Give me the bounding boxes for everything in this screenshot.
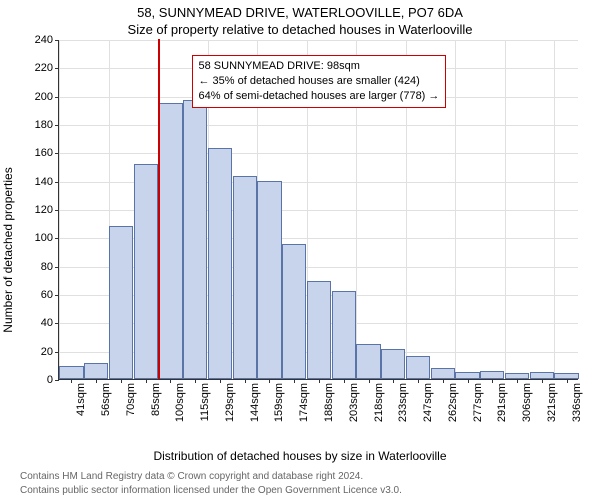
gridline-h — [59, 153, 578, 154]
xtick-mark — [195, 379, 196, 383]
histogram-bar — [480, 371, 504, 380]
ytick-label: 160 — [35, 147, 53, 159]
histogram-bar — [183, 100, 207, 379]
xtick-label: 159sqm — [273, 383, 285, 422]
ytick-label: 40 — [41, 317, 53, 329]
ytick-mark — [55, 380, 59, 381]
xtick-mark — [393, 379, 394, 383]
gridline-h — [59, 125, 578, 126]
xtick-mark — [542, 379, 543, 383]
ytick-label: 200 — [35, 91, 53, 103]
xtick-mark — [369, 379, 370, 383]
histogram-bar — [59, 366, 83, 379]
chart-title-line2: Size of property relative to detached ho… — [0, 22, 600, 37]
chart-title-line1: 58, SUNNYMEAD DRIVE, WATERLOOVILLE, PO7 … — [0, 5, 600, 20]
xtick-label: 85sqm — [150, 383, 162, 416]
histogram-bar — [455, 372, 479, 379]
xtick-label: 100sqm — [174, 383, 186, 422]
histogram-bar — [381, 349, 405, 379]
annotation-line2: ← 35% of detached houses are smaller (42… — [199, 74, 440, 89]
histogram-bar — [406, 356, 430, 379]
xtick-mark — [443, 379, 444, 383]
xtick-label: 336sqm — [571, 383, 583, 422]
ytick-label: 20 — [41, 346, 53, 358]
xtick-label: 233sqm — [397, 383, 409, 422]
xtick-label: 203sqm — [348, 383, 360, 422]
xtick-mark — [96, 379, 97, 383]
xtick-label: 218sqm — [373, 383, 385, 422]
xtick-label: 56sqm — [100, 383, 112, 416]
xtick-mark — [567, 379, 568, 383]
xtick-label: 70sqm — [125, 383, 137, 416]
histogram-bar — [158, 103, 182, 379]
histogram-bar — [307, 281, 331, 379]
ytick-label: 120 — [35, 204, 53, 216]
property-marker-line — [158, 39, 160, 379]
xtick-mark — [418, 379, 419, 383]
x-axis-label: Distribution of detached houses by size … — [0, 449, 600, 463]
xtick-mark — [294, 379, 295, 383]
gridline-v — [505, 40, 506, 379]
ytick-label: 100 — [35, 232, 53, 244]
xtick-label: 321sqm — [546, 383, 558, 422]
plot-area: 02040608010012014016018020022024041sqm56… — [58, 40, 578, 380]
histogram-bar — [257, 181, 281, 379]
ytick-label: 140 — [35, 176, 53, 188]
xtick-label: 188sqm — [323, 383, 335, 422]
xtick-mark — [245, 379, 246, 383]
gridline-h — [59, 40, 578, 41]
footer-line2: Contains public sector information licen… — [20, 484, 595, 498]
xtick-label: 144sqm — [249, 383, 261, 422]
xtick-mark — [269, 379, 270, 383]
xtick-label: 115sqm — [199, 383, 211, 421]
xtick-label: 262sqm — [447, 383, 459, 422]
xtick-label: 129sqm — [224, 383, 236, 422]
xtick-mark — [517, 379, 518, 383]
histogram-bar — [84, 363, 108, 379]
footer-line1: Contains HM Land Registry data © Crown c… — [20, 470, 595, 484]
xtick-mark — [220, 379, 221, 383]
xtick-mark — [146, 379, 147, 383]
xtick-label: 306sqm — [521, 383, 533, 422]
gridline-v — [59, 40, 60, 379]
xtick-mark — [492, 379, 493, 383]
xtick-mark — [468, 379, 469, 383]
histogram-bar — [431, 368, 455, 379]
histogram-bar — [282, 244, 306, 379]
ytick-label: 240 — [35, 34, 53, 46]
histogram-bar — [109, 226, 133, 379]
xtick-label: 41sqm — [75, 383, 87, 416]
xtick-label: 247sqm — [422, 383, 434, 422]
xtick-mark — [121, 379, 122, 383]
histogram-chart: 58, SUNNYMEAD DRIVE, WATERLOOVILLE, PO7 … — [0, 0, 600, 500]
xtick-mark — [170, 379, 171, 383]
histogram-bar — [332, 291, 356, 379]
ytick-label: 220 — [35, 62, 53, 74]
histogram-bar — [233, 176, 257, 379]
gridline-v — [554, 40, 555, 379]
ytick-label: 180 — [35, 119, 53, 131]
annotation-line3: 64% of semi-detached houses are larger (… — [199, 89, 440, 104]
ytick-label: 60 — [41, 289, 53, 301]
histogram-bar — [530, 372, 554, 379]
annotation-line1: 58 SUNNYMEAD DRIVE: 98sqm — [199, 59, 440, 74]
ytick-label: 0 — [47, 374, 53, 386]
xtick-mark — [344, 379, 345, 383]
xtick-mark — [319, 379, 320, 383]
xtick-label: 174sqm — [298, 383, 310, 422]
ytick-label: 80 — [41, 261, 53, 273]
gridline-v — [455, 40, 456, 379]
y-axis-label: Number of detached properties — [1, 167, 15, 332]
histogram-bar — [356, 344, 380, 379]
xtick-label: 291sqm — [496, 383, 508, 422]
chart-footer: Contains HM Land Registry data © Crown c… — [20, 470, 595, 497]
annotation-box: 58 SUNNYMEAD DRIVE: 98sqm← 35% of detach… — [192, 55, 447, 108]
xtick-mark — [71, 379, 72, 383]
xtick-label: 277sqm — [472, 383, 484, 422]
histogram-bar — [208, 148, 232, 379]
histogram-bar — [134, 164, 158, 379]
